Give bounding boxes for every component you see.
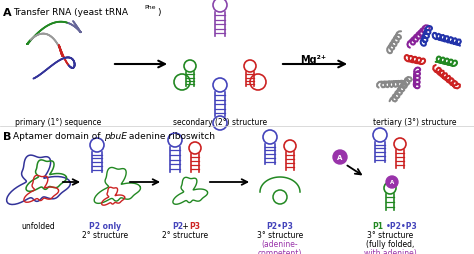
Text: B: B [3, 132, 11, 141]
Text: P2: P2 [173, 221, 183, 230]
Text: (adenine-: (adenine- [262, 239, 298, 248]
Text: P1: P1 [373, 221, 383, 230]
Text: Transfer RNA (yeast tRNA: Transfer RNA (yeast tRNA [13, 8, 128, 17]
Circle shape [333, 150, 347, 164]
Text: competent): competent) [258, 248, 302, 254]
Text: pbuE: pbuE [104, 132, 127, 140]
Text: P2•P3: P2•P3 [266, 221, 293, 230]
Text: A: A [390, 180, 394, 185]
Circle shape [386, 176, 398, 188]
Text: (fully folded,: (fully folded, [366, 239, 414, 248]
Text: +: + [181, 221, 191, 230]
Text: Aptamer domain of: Aptamer domain of [13, 132, 103, 140]
Text: adenine riboswitch: adenine riboswitch [126, 132, 215, 140]
Text: A: A [3, 8, 12, 18]
Text: 2° structure: 2° structure [82, 230, 128, 239]
Text: •P2•P3: •P2•P3 [386, 221, 418, 230]
Text: Phe: Phe [144, 5, 155, 10]
Text: primary (1°) sequence: primary (1°) sequence [15, 118, 101, 126]
Text: 2° structure: 2° structure [162, 230, 208, 239]
Text: 3° structure: 3° structure [257, 230, 303, 239]
Text: ): ) [157, 8, 161, 17]
Text: P2 only: P2 only [89, 221, 121, 230]
Text: with adenine): with adenine) [364, 248, 416, 254]
Text: Mg²⁺: Mg²⁺ [300, 55, 326, 65]
Text: 3° structure: 3° structure [367, 230, 413, 239]
Text: tertiary (3°) structure: tertiary (3°) structure [373, 118, 457, 126]
Text: A: A [337, 154, 343, 160]
Text: P3: P3 [190, 221, 201, 230]
Text: unfolded: unfolded [21, 221, 55, 230]
Text: secondary (2°) structure: secondary (2°) structure [173, 118, 267, 126]
